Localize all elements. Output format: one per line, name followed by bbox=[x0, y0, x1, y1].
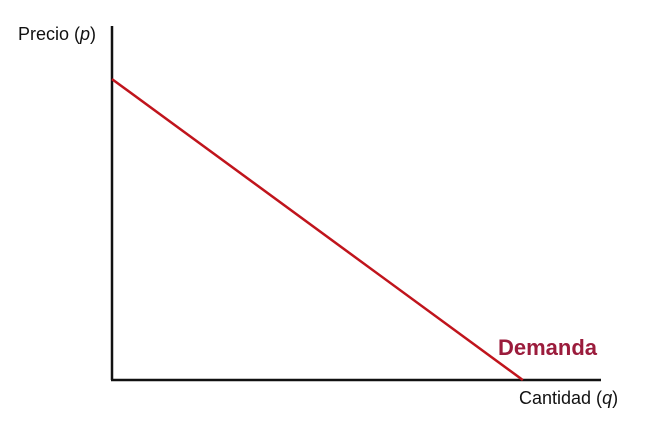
demand-line bbox=[111, 78, 524, 382]
x-axis-title: Cantidad (q) bbox=[519, 388, 618, 408]
demand-label: Demanda bbox=[498, 335, 598, 360]
series-layer bbox=[111, 78, 524, 382]
y-axis-title: Precio (p) bbox=[18, 24, 96, 44]
